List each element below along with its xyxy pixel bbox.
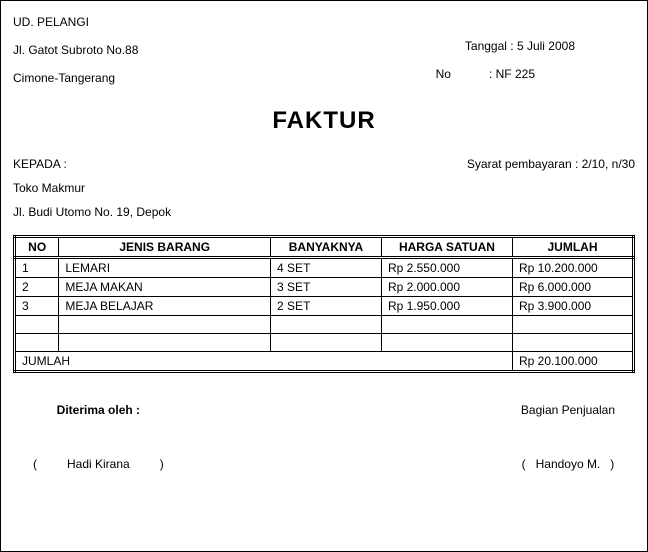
no-value: : NF 225 <box>489 67 535 81</box>
company-address1: Jl. Gatot Subroto No.88 <box>13 43 138 57</box>
cell-item <box>59 334 271 352</box>
document-title: FAKTUR <box>13 107 635 135</box>
footer: Diterima oleh : ( Hadi Kirana ) Bagian P… <box>13 403 635 471</box>
table-row <box>15 334 634 352</box>
total-row: JUMLAH Rp 20.100.000 <box>15 352 634 372</box>
table-row <box>15 316 634 334</box>
cell-qty <box>271 334 382 352</box>
items-table: NO JENIS BARANG BANYAKNYA HARGA SATUAN J… <box>13 235 635 373</box>
invoice-page: UD. PELANGI Jl. Gatot Subroto No.88 Tang… <box>0 0 648 552</box>
header-row2: Jl. Gatot Subroto No.88 Tanggal : 5 Juli… <box>13 39 635 61</box>
no-label: No <box>436 67 486 81</box>
col-item: JENIS BARANG <box>59 237 271 258</box>
col-qty: BANYAKNYA <box>271 237 382 258</box>
cell-no: 3 <box>15 297 59 316</box>
cell-price <box>381 334 512 352</box>
cell-item: LEMARI <box>59 258 271 278</box>
table-row: 1 LEMARI 4 SET Rp 2.550.000 Rp 10.200.00… <box>15 258 634 278</box>
payment-terms: Syarat pembayaran : 2/10, n/30 <box>467 157 635 171</box>
cell-qty: 4 SET <box>271 258 382 278</box>
received-by-block: Diterima oleh : ( Hadi Kirana ) <box>33 403 164 471</box>
header-row3: Cimone-Tangerang No : NF 225 <box>13 67 635 89</box>
cell-price: Rp 2.550.000 <box>381 258 512 278</box>
cell-price <box>381 316 512 334</box>
table-row: 2 MEJA MAKAN 3 SET Rp 2.000.000 Rp 6.000… <box>15 278 634 297</box>
recipient-address: Jl. Budi Utomo No. 19, Depok <box>13 205 635 219</box>
company-name: UD. PELANGI <box>13 15 89 29</box>
cell-no: 2 <box>15 278 59 297</box>
recipient-label: KEPADA : <box>13 157 67 171</box>
total-label: JUMLAH <box>15 352 513 372</box>
cell-total: Rp 6.000.000 <box>512 278 633 297</box>
company-block: UD. PELANGI <box>13 11 89 33</box>
cell-total <box>512 316 633 334</box>
col-no: NO <box>15 237 59 258</box>
cell-item: MEJA BELAJAR <box>59 297 271 316</box>
cell-qty: 3 SET <box>271 278 382 297</box>
cell-qty <box>271 316 382 334</box>
col-price: HARGA SATUAN <box>381 237 512 258</box>
grand-total: Rp 20.100.000 <box>512 352 633 372</box>
cell-total: Rp 3.900.000 <box>512 297 633 316</box>
table-row: 3 MEJA BELAJAR 2 SET Rp 1.950.000 Rp 3.9… <box>15 297 634 316</box>
cell-no <box>15 316 59 334</box>
col-total: JUMLAH <box>512 237 633 258</box>
cell-qty: 2 SET <box>271 297 382 316</box>
cell-price: Rp 2.000.000 <box>381 278 512 297</box>
cell-item: MEJA MAKAN <box>59 278 271 297</box>
recipient-name: Toko Makmur <box>13 181 635 195</box>
cell-price: Rp 1.950.000 <box>381 297 512 316</box>
cell-item <box>59 316 271 334</box>
sales-sign: ( Handoyo M. ) <box>522 457 615 471</box>
date-value: : 5 Juli 2008 <box>510 39 575 53</box>
received-by-sign: ( Hadi Kirana ) <box>33 457 164 471</box>
date-label: Tanggal <box>465 39 507 53</box>
header: UD. PELANGI <box>13 11 635 33</box>
cell-no <box>15 334 59 352</box>
cell-total <box>512 334 633 352</box>
company-address2: Cimone-Tangerang <box>13 71 115 85</box>
sales-label: Bagian Penjualan <box>521 403 615 417</box>
recipient-row: KEPADA : Syarat pembayaran : 2/10, n/30 <box>13 157 635 171</box>
received-by-label: Diterima oleh : <box>33 403 164 417</box>
table-header-row: NO JENIS BARANG BANYAKNYA HARGA SATUAN J… <box>15 237 634 258</box>
sales-block: Bagian Penjualan ( Handoyo M. ) <box>521 403 615 471</box>
cell-no: 1 <box>15 258 59 278</box>
cell-total: Rp 10.200.000 <box>512 258 633 278</box>
